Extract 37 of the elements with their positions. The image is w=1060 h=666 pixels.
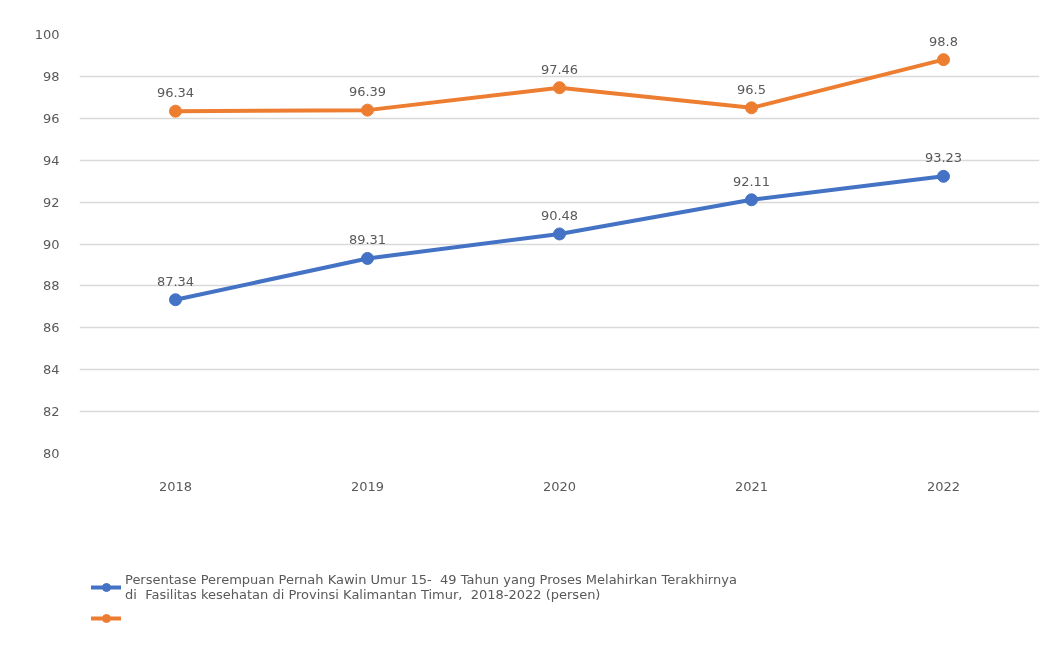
data-label: 96.39 [348,84,387,100]
x-tick-label: 2022 [926,478,961,494]
y-tick-label: 86 [42,320,60,336]
point [745,101,758,115]
y-tick-label: 84 [42,362,60,378]
point [169,104,182,118]
y-tick-label: 92 [42,194,60,210]
x-tick-label: 2019 [350,478,385,494]
data-label: 90.48 [540,207,579,223]
data-label: 98.8 [929,33,958,49]
data-label: 97.46 [540,61,579,77]
point [745,193,758,207]
point [553,227,566,241]
y-tick-label: 96 [42,110,60,126]
data-label: 87.34 [156,273,195,289]
y-tick-label: 98 [42,68,60,84]
data-label: 96.34 [156,85,195,101]
y-tick-label: 82 [42,404,60,420]
data-label: 93.23 [924,150,963,166]
y-tick-label: 90 [42,236,60,252]
x-tick-label: 2020 [542,478,577,494]
y-tick-label: 80 [42,446,60,461]
x-tick-label: 2018 [158,478,193,494]
point [937,169,950,183]
y-tick-label: 100 [34,27,60,42]
point [937,53,950,67]
x-tick-label: 2021 [734,478,769,494]
data-label: 89.31 [348,232,387,248]
point [169,293,182,307]
y-tick-label: 94 [42,152,60,168]
point [553,81,566,95]
point [361,251,374,265]
point [361,103,374,117]
data-label: 92.11 [732,173,771,189]
data-label: 96.5 [737,81,766,97]
legend-label: Persentase Perempuan Pernah Kawin Umur 15- 49 Tahun yang Proses Melahirkan Terakhirnya di Fasilitas kesehatan di Provinsi Kalimantan Timur, 2018-2022 (persen) [125,572,737,602]
y-tick-label: 88 [42,278,60,294]
